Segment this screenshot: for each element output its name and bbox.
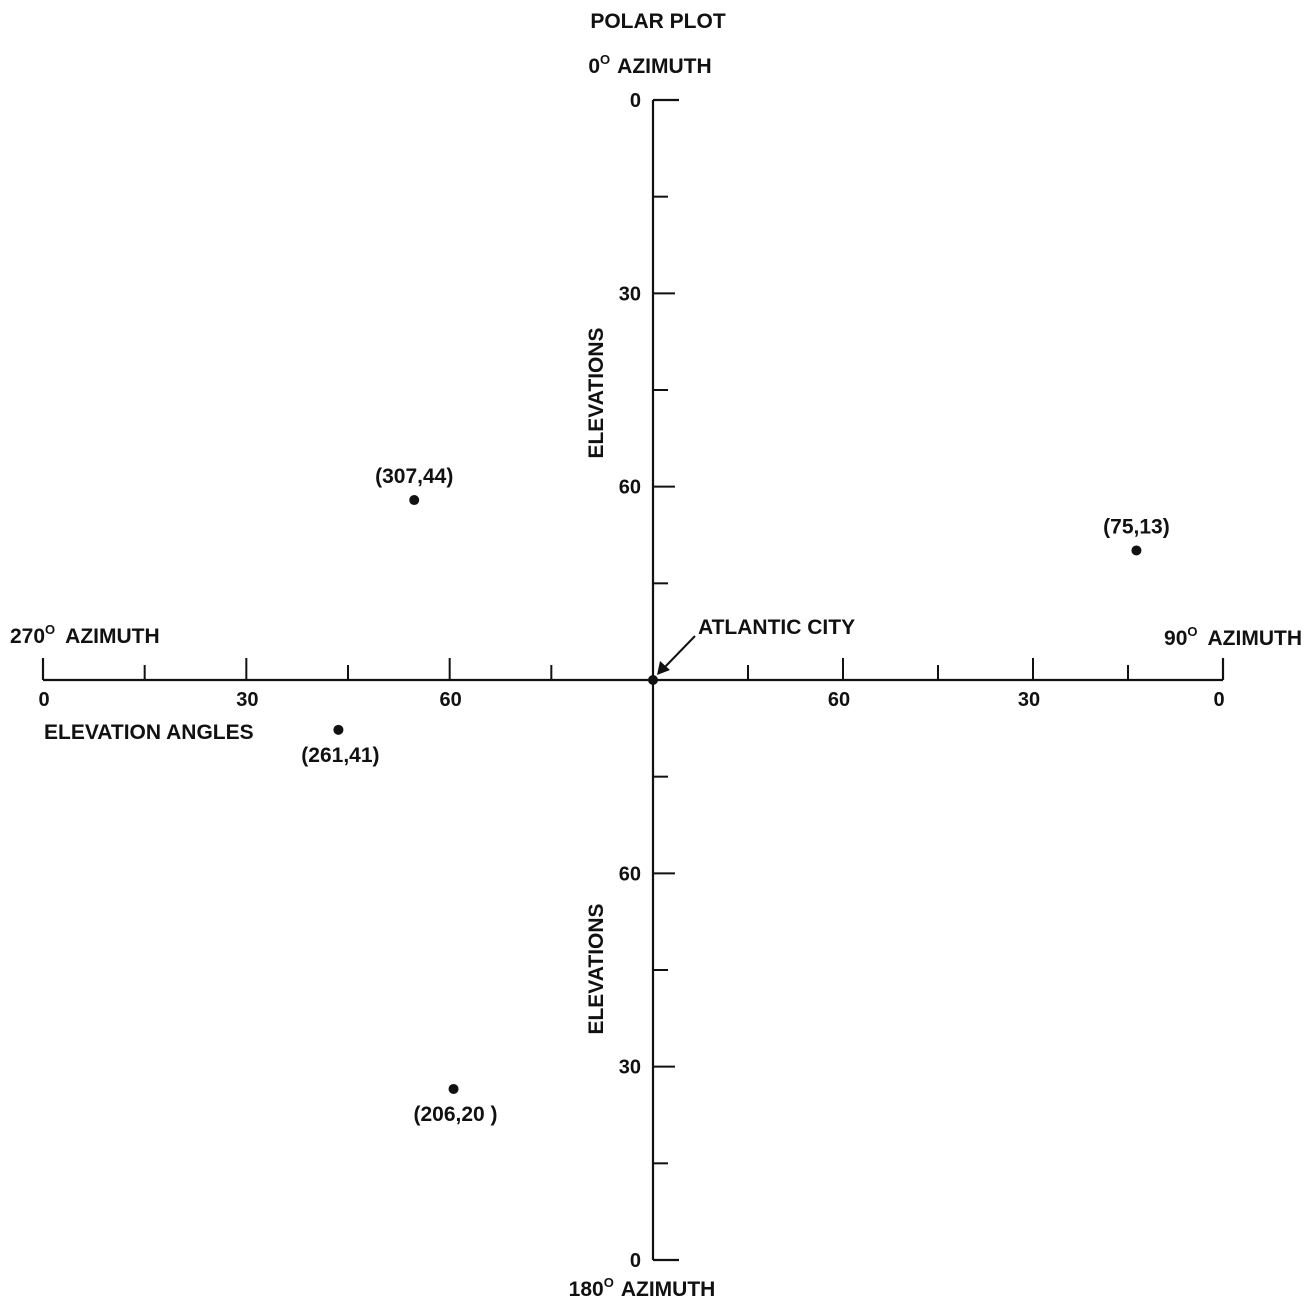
center-label: ATLANTIC CITY [698,616,855,639]
tick-label-right-30: 30 [1018,689,1040,711]
lower-elevations-label: ELEVATIONS [585,903,608,1034]
center-arrow-head [657,661,670,675]
tick-label-down-0: 0 [630,1250,641,1272]
center-dot [648,675,658,685]
top-azimuth-degree: O [600,52,610,67]
left-azimuth-number: 270 [10,625,45,648]
data-point-label-1: (75,13) [1103,515,1170,538]
tick-label-right-0: 0 [1213,689,1224,711]
tick-label-left-60: 60 [440,689,462,711]
top-azimuth-word: AZIMUTH [617,55,711,78]
data-point-0 [409,495,420,506]
tick-label-up-0: 0 [630,90,641,112]
left-azimuth-label: 270O AZIMUTH [10,622,160,648]
bottom-azimuth-word: AZIMUTH [621,1278,715,1301]
data-point-label-0: (307,44) [375,465,453,488]
chart-title: POLAR PLOT [590,10,726,33]
ticks [143,195,1129,1165]
left-azimuth-word: AZIMUTH [65,625,159,648]
right-azimuth-number: 90 [1164,627,1187,650]
bottom-azimuth-label: 180O AZIMUTH [569,1275,716,1301]
data-point-3 [448,1083,459,1094]
right-azimuth-degree: O [1187,624,1197,639]
data-point-2 [333,724,344,735]
data-point-1 [1131,545,1142,556]
data-point-label-3: (206,20 ) [414,1103,498,1126]
tick-labels: 0 0 0 0 30 30 30 30 60 60 60 60 [38,90,1224,1272]
left-azimuth-degree: O [45,622,55,637]
tick-label-left-30: 30 [236,689,258,711]
right-azimuth-word: AZIMUTH [1208,627,1302,650]
top-azimuth-label: 0O AZIMUTH [588,52,711,78]
elevation-angles-label: ELEVATION ANGLES [44,721,254,744]
tick-label-down-30: 30 [619,1057,641,1079]
data-points: (307,44) (75,13) (261,41) (206,20 ) [301,465,1169,1126]
right-azimuth-label: 90O AZIMUTH [1164,624,1302,650]
tick-label-left-0: 0 [38,689,49,711]
upper-elevations-label: ELEVATIONS [585,327,608,458]
tick-label-right-60: 60 [828,689,850,711]
tick-label-up-60: 60 [619,477,641,499]
bottom-azimuth-number: 180 [569,1278,604,1301]
top-azimuth-number: 0 [588,55,600,78]
data-point-label-2: (261,41) [301,744,379,767]
bottom-azimuth-degree: O [604,1275,614,1290]
tick-label-down-60: 60 [619,863,641,885]
axes [41,98,1225,1262]
center-marker: ATLANTIC CITY [648,616,855,685]
tick-label-up-30: 30 [619,283,641,305]
center-arrow-shaft [662,635,696,670]
